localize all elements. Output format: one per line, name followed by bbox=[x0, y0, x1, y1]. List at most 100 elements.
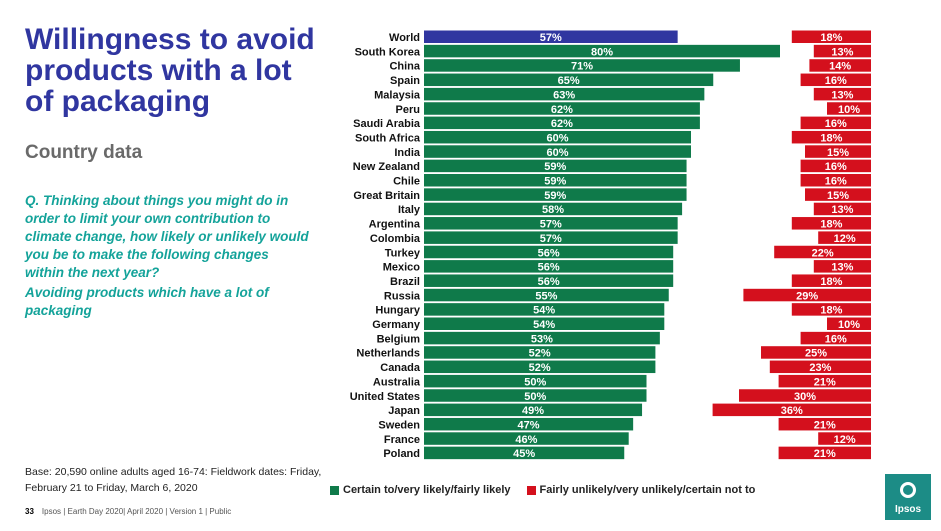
value-label-unlikely-colombia: 12% bbox=[834, 233, 856, 245]
value-label-likely-malaysia: 63% bbox=[553, 89, 575, 101]
value-label-unlikely-france: 12% bbox=[834, 434, 856, 446]
value-label-likely-argentina: 57% bbox=[540, 219, 562, 231]
bar-unlikely-saudi-arabia bbox=[800, 116, 871, 130]
category-label-turkey: Turkey bbox=[385, 247, 421, 259]
value-label-likely-saudi-arabia: 62% bbox=[551, 118, 573, 130]
category-label-chile: Chile bbox=[393, 176, 420, 188]
value-label-unlikely-great-britain: 15% bbox=[827, 190, 849, 202]
bar-unlikely-japan bbox=[712, 403, 871, 417]
category-label-saudi-arabia: Saudi Arabia bbox=[353, 118, 421, 130]
category-label-brazil: Brazil bbox=[390, 276, 420, 288]
value-label-unlikely-india: 15% bbox=[827, 147, 849, 159]
value-label-unlikely-russia: 29% bbox=[796, 290, 818, 302]
value-label-likely-peru: 62% bbox=[551, 104, 573, 116]
value-label-unlikely-malaysia: 13% bbox=[831, 89, 853, 101]
bar-likely-japan bbox=[424, 403, 643, 417]
value-label-likely-world: 57% bbox=[540, 32, 562, 44]
value-label-likely-australia: 50% bbox=[524, 376, 546, 388]
value-label-unlikely-belgium: 16% bbox=[825, 333, 847, 345]
page-subtitle: Country data bbox=[25, 142, 143, 163]
bar-likely-united-states bbox=[424, 389, 647, 402]
bar-unlikely-spain bbox=[800, 73, 871, 87]
value-label-unlikely-china: 14% bbox=[829, 61, 851, 73]
bar-likely-south-africa bbox=[424, 130, 691, 144]
bar-unlikely-poland bbox=[778, 446, 871, 460]
value-label-likely-mexico: 56% bbox=[538, 262, 560, 274]
bar-unlikely-turkey bbox=[774, 245, 871, 259]
bar-unlikely-australia bbox=[778, 374, 871, 388]
bar-likely-hungary bbox=[424, 303, 665, 316]
category-label-argentina: Argentina bbox=[369, 219, 421, 231]
bar-likely-saudi-arabia bbox=[424, 116, 700, 130]
bar-likely-italy bbox=[424, 202, 683, 216]
bar-unlikely-peru bbox=[827, 102, 871, 115]
bar-likely-sweden bbox=[424, 417, 634, 431]
bar-likely-belgium bbox=[424, 331, 660, 345]
value-label-likely-chile: 59% bbox=[544, 176, 566, 188]
category-label-world: World bbox=[389, 32, 420, 44]
bar-unlikely-belgium bbox=[800, 331, 871, 345]
value-label-likely-great-britain: 59% bbox=[544, 190, 566, 202]
bar-unlikely-india bbox=[805, 145, 871, 158]
value-label-unlikely-turkey: 22% bbox=[812, 247, 834, 259]
bar-unlikely-malaysia bbox=[813, 87, 871, 101]
category-label-france: France bbox=[384, 434, 420, 446]
bar-likely-new-zealand bbox=[424, 159, 687, 173]
value-label-unlikely-united-states: 30% bbox=[794, 391, 816, 403]
bar-likely-turkey bbox=[424, 245, 674, 259]
category-label-russia: Russia bbox=[384, 290, 421, 302]
bar-likely-russia bbox=[424, 288, 669, 302]
legend-item-likely: Certain to/very likely/fairly likely bbox=[330, 484, 511, 496]
category-label-poland: Poland bbox=[383, 448, 420, 460]
value-label-likely-sweden: 47% bbox=[518, 419, 540, 431]
bar-unlikely-italy bbox=[813, 202, 871, 216]
value-label-unlikely-mexico: 13% bbox=[831, 262, 853, 274]
value-label-unlikely-peru: 10% bbox=[838, 104, 860, 116]
category-label-china: China bbox=[389, 61, 420, 73]
bar-unlikely-united-states bbox=[739, 389, 871, 402]
logo-text: Ipsos bbox=[894, 504, 922, 515]
value-label-unlikely-netherlands: 25% bbox=[805, 348, 827, 360]
value-label-unlikely-poland: 21% bbox=[814, 448, 836, 460]
value-label-unlikely-sweden: 21% bbox=[814, 419, 836, 431]
category-label-south-korea: South Korea bbox=[355, 46, 421, 58]
value-label-likely-germany: 54% bbox=[533, 319, 555, 331]
footer: 33 Ipsos | Earth Day 2020| April 2020 | V… bbox=[25, 507, 231, 516]
legend-item-unlikely: Fairly unlikely/very unlikely/certain no… bbox=[526, 484, 756, 496]
bar-likely-great-britain bbox=[424, 188, 687, 201]
bar-unlikely-chile bbox=[800, 174, 871, 187]
value-label-likely-colombia: 57% bbox=[540, 233, 562, 245]
bar-unlikely-brazil bbox=[791, 274, 871, 287]
value-label-unlikely-saudi-arabia: 16% bbox=[825, 118, 847, 130]
legend-label-unlikely: Fairly unlikely/very unlikely/certain no… bbox=[539, 484, 756, 496]
value-label-unlikely-japan: 36% bbox=[781, 405, 803, 417]
value-label-likely-japan: 49% bbox=[522, 405, 544, 417]
category-label-hungary: Hungary bbox=[375, 305, 421, 317]
value-label-likely-south-africa: 60% bbox=[546, 132, 568, 144]
bar-likely-brazil bbox=[424, 274, 674, 287]
category-label-great-britain: Great Britain bbox=[353, 190, 420, 202]
category-label-india: India bbox=[394, 147, 421, 159]
value-label-likely-france: 46% bbox=[515, 434, 537, 446]
legend-swatch-likely bbox=[330, 485, 339, 495]
value-label-likely-new-zealand: 59% bbox=[544, 161, 566, 173]
bar-likely-malaysia bbox=[424, 87, 705, 101]
category-label-malaysia: Malaysia bbox=[374, 89, 421, 101]
category-label-new-zealand: New Zealand bbox=[353, 161, 420, 173]
category-label-japan: Japan bbox=[388, 405, 420, 417]
bar-likely-netherlands bbox=[424, 346, 656, 359]
base-note: Base: 20,590 online adults aged 16-74: F… bbox=[25, 466, 322, 494]
value-label-likely-russia: 55% bbox=[535, 290, 557, 302]
bar-likely-india bbox=[424, 145, 691, 158]
category-label-belgium: Belgium bbox=[377, 333, 421, 345]
value-label-unlikely-new-zealand: 16% bbox=[825, 161, 847, 173]
bar-unlikely-colombia bbox=[818, 231, 871, 244]
category-label-australia: Australia bbox=[373, 376, 421, 388]
legend-swatch-unlikely bbox=[526, 485, 536, 495]
bar-unlikely-netherlands bbox=[761, 346, 871, 359]
bar-likely-peru bbox=[424, 102, 700, 115]
value-label-unlikely-chile: 16% bbox=[825, 176, 847, 188]
bar-likely-spain bbox=[424, 73, 714, 87]
bar-unlikely-mexico bbox=[813, 260, 871, 273]
bar-likely-mexico bbox=[424, 260, 674, 273]
